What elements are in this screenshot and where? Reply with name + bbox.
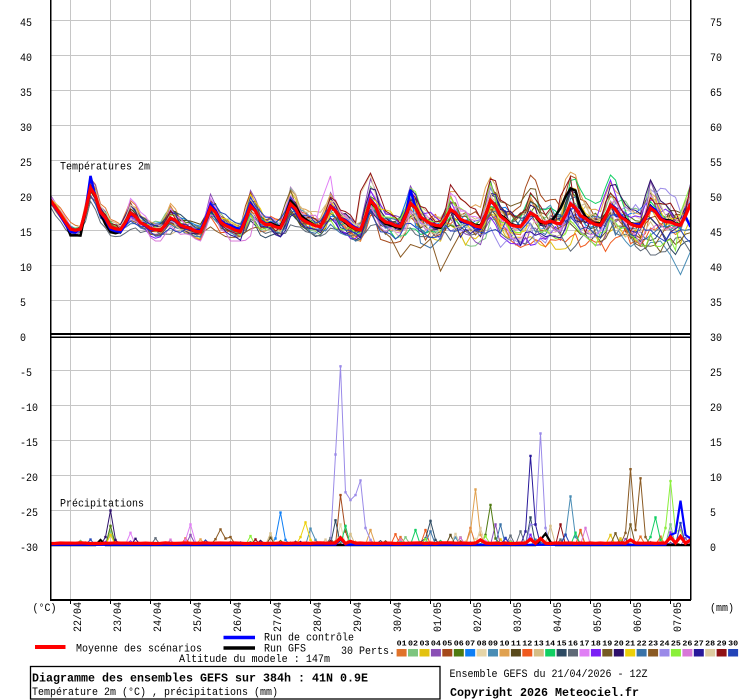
svg-text:Moyenne des scénarios: Moyenne des scénarios: [76, 644, 202, 656]
svg-text:29/04: 29/04: [353, 602, 365, 632]
svg-text:25: 25: [671, 641, 682, 649]
svg-text:25/04: 25/04: [193, 602, 205, 632]
svg-text:0: 0: [710, 543, 716, 555]
svg-text:29: 29: [717, 641, 728, 649]
svg-text:26: 26: [682, 641, 693, 649]
svg-text:12: 12: [522, 641, 533, 649]
svg-text:26/04: 26/04: [233, 602, 245, 632]
svg-text:28/04: 28/04: [313, 602, 325, 632]
svg-text:50: 50: [710, 193, 722, 205]
svg-text:17: 17: [580, 641, 590, 649]
svg-text:20: 20: [20, 193, 32, 205]
svg-text:Diagramme des ensembles GEFS s: Diagramme des ensembles GEFS sur 384h : …: [32, 673, 368, 686]
svg-text:40: 40: [20, 53, 32, 65]
svg-text:55: 55: [710, 158, 722, 170]
svg-text:03: 03: [420, 641, 431, 649]
svg-text:Température 2m (°C) , précipit: Température 2m (°C) , précipitations (mm…: [32, 687, 278, 699]
svg-text:07: 07: [465, 641, 475, 649]
svg-text:13: 13: [534, 641, 545, 649]
svg-text:30: 30: [710, 333, 722, 345]
svg-text:24/04: 24/04: [153, 602, 165, 632]
svg-text:0: 0: [20, 333, 26, 345]
svg-text:09: 09: [488, 641, 499, 649]
svg-text:Run GFS: Run GFS: [264, 644, 306, 656]
svg-text:06: 06: [454, 641, 465, 649]
svg-text:03/05: 03/05: [513, 602, 525, 632]
svg-text:60: 60: [710, 123, 722, 135]
svg-text:65: 65: [710, 88, 722, 100]
svg-text:35: 35: [20, 88, 32, 100]
svg-text:15: 15: [557, 641, 568, 649]
svg-text:30 Perts.: 30 Perts.: [341, 646, 395, 658]
svg-text:11: 11: [511, 641, 522, 649]
svg-text:Run de contrôle: Run de contrôle: [264, 633, 354, 645]
svg-text:27/04: 27/04: [273, 602, 285, 632]
svg-text:15: 15: [710, 438, 722, 450]
svg-text:18: 18: [591, 641, 602, 649]
svg-text:04: 04: [431, 641, 442, 649]
svg-text:-5: -5: [20, 368, 32, 380]
svg-text:19: 19: [602, 641, 613, 649]
svg-text:02/05: 02/05: [473, 602, 485, 632]
svg-text:15: 15: [20, 228, 32, 240]
svg-text:75: 75: [710, 18, 722, 30]
svg-text:Températures 2m: Températures 2m: [60, 162, 150, 174]
svg-text:(°C): (°C): [33, 603, 57, 615]
svg-text:70: 70: [710, 53, 722, 65]
svg-text:10: 10: [20, 263, 32, 275]
svg-text:Ensemble GEFS du 21/04/2026 -: Ensemble GEFS du 21/04/2026 - 12Z: [450, 669, 648, 681]
svg-text:20: 20: [710, 403, 722, 415]
svg-text:23/04: 23/04: [113, 602, 125, 632]
svg-text:04/05: 04/05: [553, 602, 565, 632]
svg-text:-15: -15: [20, 438, 38, 450]
svg-text:30/04: 30/04: [393, 602, 405, 632]
svg-text:02: 02: [408, 641, 419, 649]
svg-text:05: 05: [442, 641, 453, 649]
svg-text:06/05: 06/05: [633, 602, 645, 632]
svg-text:30: 30: [20, 123, 32, 135]
svg-text:40: 40: [710, 263, 722, 275]
svg-text:10: 10: [500, 641, 511, 649]
svg-text:21: 21: [625, 641, 636, 649]
svg-text:01/05: 01/05: [433, 602, 445, 632]
svg-text:23: 23: [648, 641, 659, 649]
svg-text:45: 45: [710, 228, 722, 240]
svg-text:20: 20: [614, 641, 625, 649]
svg-text:5: 5: [20, 298, 26, 310]
svg-text:Altitude du modele : 147m: Altitude du modele : 147m: [179, 654, 330, 666]
svg-text:05/05: 05/05: [593, 602, 605, 632]
svg-text:-25: -25: [20, 508, 38, 520]
svg-text:Copyright 2026 Meteociel.fr: Copyright 2026 Meteociel.fr: [450, 687, 639, 700]
svg-text:27: 27: [694, 641, 704, 649]
svg-text:01: 01: [397, 641, 408, 649]
svg-text:08: 08: [477, 641, 488, 649]
svg-text:-20: -20: [20, 473, 38, 485]
svg-text:10: 10: [710, 473, 722, 485]
svg-text:22/04: 22/04: [73, 602, 85, 632]
svg-text:(mm): (mm): [710, 603, 734, 615]
svg-text:22: 22: [637, 641, 648, 649]
svg-text:30: 30: [728, 641, 739, 649]
svg-text:35: 35: [710, 298, 722, 310]
svg-text:45: 45: [20, 18, 32, 30]
svg-text:25: 25: [710, 368, 722, 380]
svg-text:-10: -10: [20, 403, 38, 415]
svg-text:Précipitations: Précipitations: [60, 499, 144, 511]
svg-text:16: 16: [568, 641, 579, 649]
svg-text:-30: -30: [20, 543, 38, 555]
svg-text:14: 14: [545, 641, 556, 649]
svg-text:07/05: 07/05: [673, 602, 685, 632]
svg-text:25: 25: [20, 158, 32, 170]
svg-text:28: 28: [705, 641, 716, 649]
svg-text:24: 24: [660, 641, 671, 649]
svg-text:5: 5: [710, 508, 716, 520]
